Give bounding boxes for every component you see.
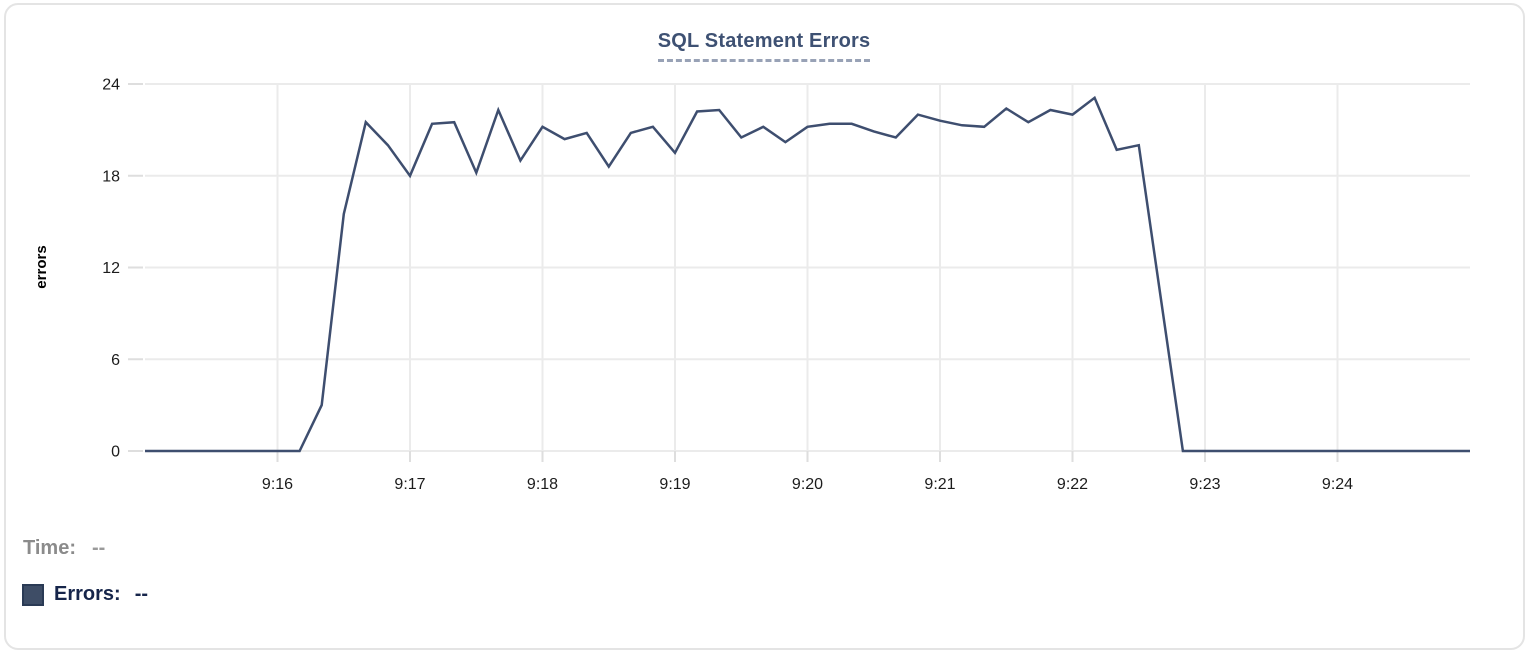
chart-card (4, 3, 1525, 650)
x-tick-label: 9:18 (527, 476, 558, 493)
y-tick-label: 18 (102, 168, 120, 185)
x-tick-label: 9:22 (1057, 476, 1088, 493)
errors-line-chart[interactable]: 0 6 12 18 24 9:16 9:17 9:18 9:19 9:20 9:21 9:22 9:2… (0, 0, 1528, 505)
x-tick-label: 9:20 (792, 476, 823, 493)
errors-series-line (145, 95, 1470, 453)
y-tick-label: 6 (111, 352, 120, 369)
hover-errors-readout: Errors: -- (22, 583, 148, 606)
axis-ticks (128, 83, 1339, 462)
chart-title-link[interactable]: SQL Statement Errors (657, 30, 871, 62)
x-tick-label: 9:19 (659, 476, 690, 493)
x-tick-label: 9:23 (1189, 476, 1220, 493)
x-tick-label: 9:21 (924, 476, 955, 493)
gridlines (145, 83, 1470, 452)
errors-label: Errors: (54, 583, 121, 605)
x-tick-label: 9:16 (262, 476, 293, 493)
chart-header: SQL Statement Errors (0, 30, 1528, 62)
time-label: Time: (23, 537, 76, 559)
y-axis-tick-labels: 0 6 12 18 24 (102, 77, 120, 461)
x-tick-label: 9:17 (394, 476, 425, 493)
y-tick-label: 0 (111, 444, 120, 461)
errors-value: -- (134, 583, 149, 605)
y-axis-title: errors (33, 245, 50, 288)
y-tick-label: 24 (102, 77, 120, 94)
x-tick-label: 9:24 (1322, 476, 1353, 493)
time-value: -- (91, 537, 106, 559)
y-tick-label: 12 (102, 260, 120, 277)
errors-series-swatch (22, 583, 44, 606)
hover-time-readout: Time: -- (23, 537, 105, 560)
x-axis-tick-labels: 9:16 9:17 9:18 9:19 9:20 9:21 9:22 9:23 9:24 (262, 476, 1353, 493)
